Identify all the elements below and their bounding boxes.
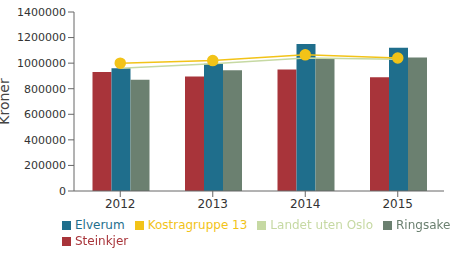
svg-text:Kroner: Kroner: [8, 78, 12, 125]
html-text:Steinkjer: Steinkjer: [75, 234, 129, 248]
html-text:Kostragruppe 13: Kostragruppe 13: [147, 218, 248, 232]
svg-text:2015: 2015: [382, 197, 413, 211]
html-text:Elverum: Elverum: [75, 218, 125, 232]
svg-text:800000: 800000: [24, 83, 66, 96]
svg-text:600000: 600000: [24, 108, 66, 121]
svg-text:1200000: 1200000: [17, 31, 66, 44]
html-text:Landet uten Oslo: Landet uten Oslo: [270, 218, 373, 232]
svg-text:2014: 2014: [290, 197, 321, 211]
svg-text:2013: 2013: [197, 197, 228, 211]
svg-text:1400000: 1400000: [17, 6, 66, 19]
svg-text:2012: 2012: [105, 197, 136, 211]
svg-text:0: 0: [59, 185, 66, 198]
svg-text:200000: 200000: [24, 159, 66, 172]
svg-text:400000: 400000: [24, 134, 66, 147]
svg-text:1000000: 1000000: [17, 57, 66, 70]
